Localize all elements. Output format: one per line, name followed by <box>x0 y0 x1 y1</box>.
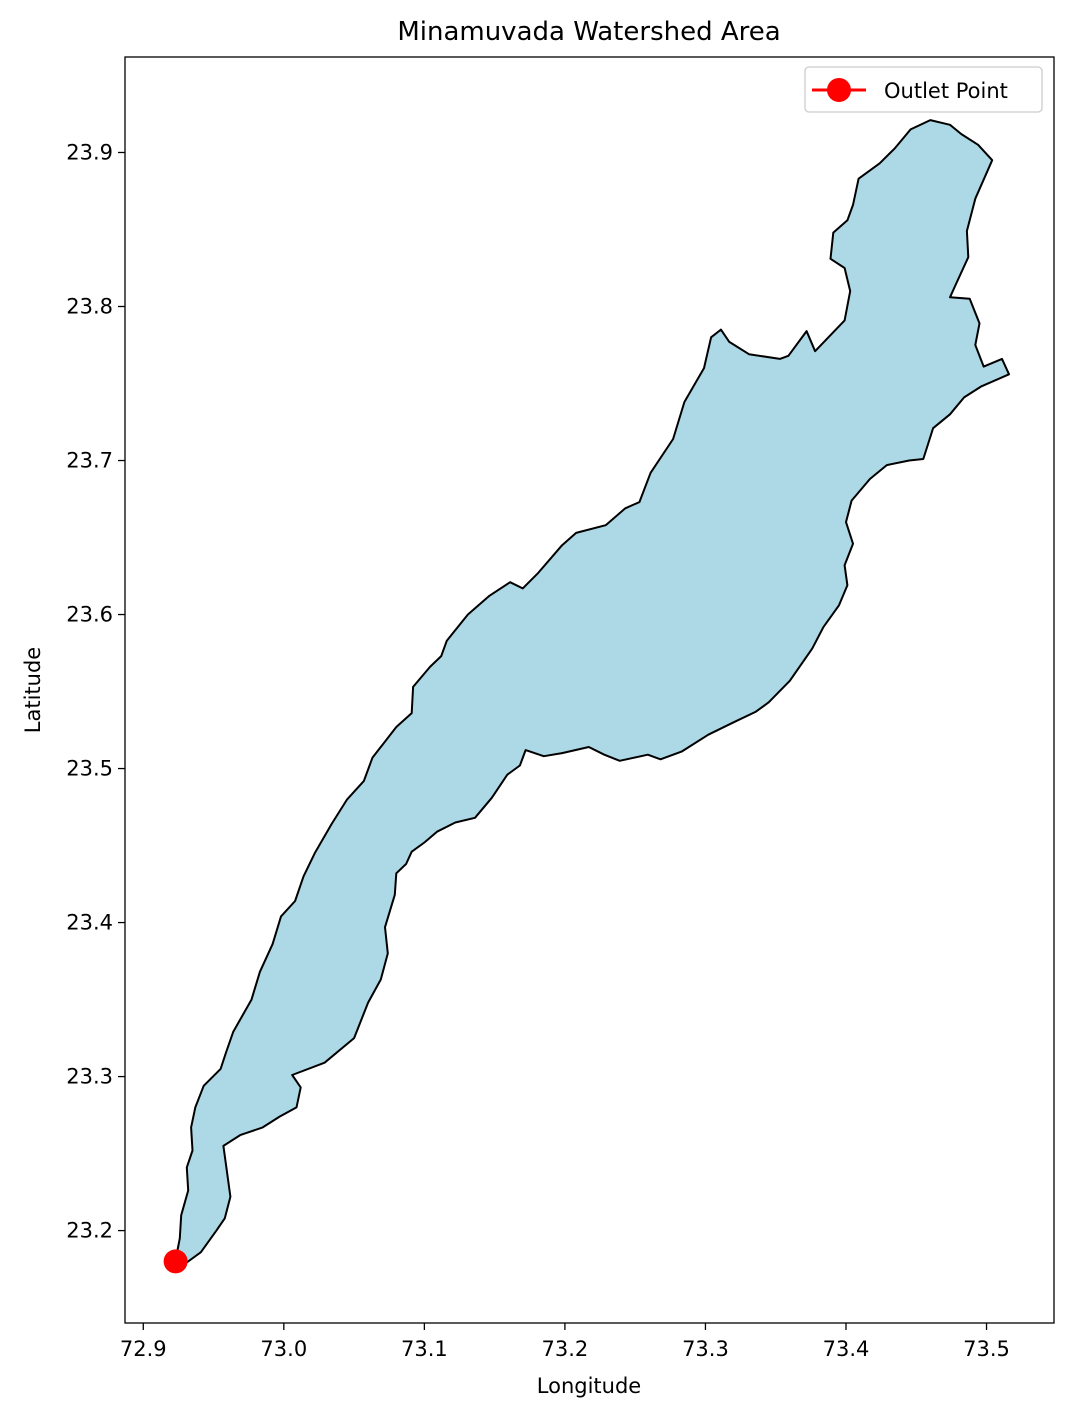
x-tick-label: 73.4 <box>823 1337 870 1361</box>
y-tick-label: 23.9 <box>66 140 113 164</box>
x-tick-label: 73.3 <box>682 1337 729 1361</box>
legend-box <box>804 66 1043 113</box>
y-tick-label: 23.8 <box>66 295 113 319</box>
watershed-polygon <box>174 119 1010 1266</box>
y-tick-label: 23.2 <box>66 1219 113 1243</box>
outlet-layer <box>163 1249 188 1274</box>
outlet-point-marker <box>163 1249 188 1274</box>
axes-frame <box>124 56 1055 1324</box>
x-tick-label: 73.0 <box>260 1337 307 1361</box>
x-tick-label: 73.1 <box>401 1337 448 1361</box>
chart-title: Minamuvada Watershed Area <box>397 17 780 47</box>
x-axis-ticks: 72.9 73.0 73.1 73.2 73.3 73.4 73.5 <box>120 1323 1010 1361</box>
y-axis-label: Latitude <box>21 647 45 733</box>
x-axis-label: Longitude <box>537 1374 641 1398</box>
x-tick-label: 73.2 <box>542 1337 589 1361</box>
x-tick-label: 72.9 <box>120 1337 167 1361</box>
y-tick-label: 23.7 <box>66 449 113 473</box>
legend-marker-swatch <box>827 78 851 102</box>
y-tick-label: 23.4 <box>66 911 113 935</box>
legend-label-outlet-point: Outlet Point <box>884 79 1008 103</box>
y-axis-ticks: 23.2 23.3 23.4 23.5 23.6 23.7 23.8 23.9 <box>66 140 125 1243</box>
y-tick-label: 23.3 <box>66 1065 113 1089</box>
x-tick-label: 73.5 <box>963 1337 1010 1361</box>
y-tick-label: 23.6 <box>66 603 113 627</box>
legend: Outlet Point <box>804 66 1043 113</box>
plot-area <box>163 119 1010 1274</box>
y-tick-label: 23.5 <box>66 757 113 781</box>
